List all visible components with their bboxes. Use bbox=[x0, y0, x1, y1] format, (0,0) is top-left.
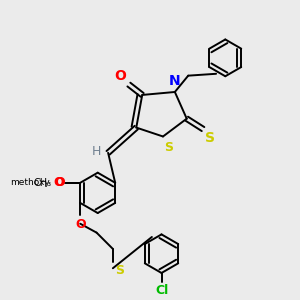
Text: O: O bbox=[53, 176, 64, 189]
Text: methoxy: methoxy bbox=[10, 178, 50, 187]
Text: S: S bbox=[115, 264, 124, 277]
Text: N: N bbox=[169, 74, 181, 88]
Text: H: H bbox=[92, 145, 102, 158]
Text: S: S bbox=[206, 130, 215, 145]
Text: Cl: Cl bbox=[155, 284, 168, 297]
Text: O: O bbox=[75, 218, 86, 231]
Text: S: S bbox=[164, 141, 173, 154]
Text: CH₃: CH₃ bbox=[33, 178, 52, 188]
Text: O: O bbox=[54, 176, 64, 189]
Text: O: O bbox=[115, 69, 127, 83]
